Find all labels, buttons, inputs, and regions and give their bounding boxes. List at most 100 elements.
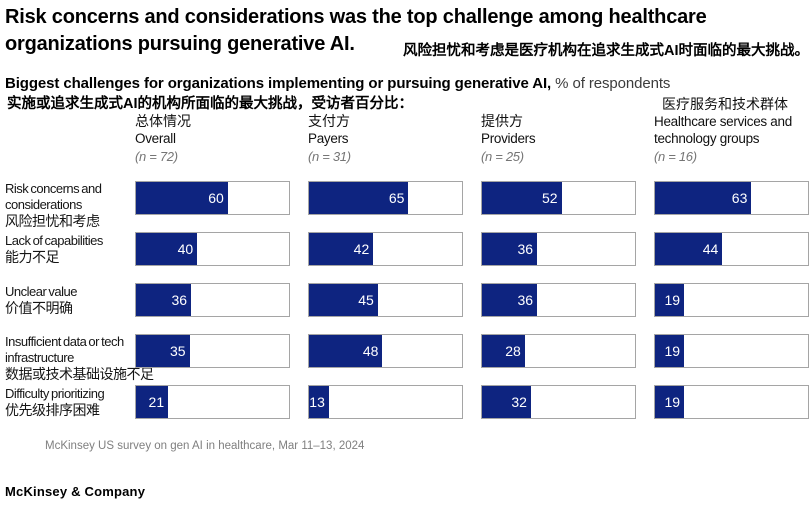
column-header-zh: 提供方	[481, 113, 523, 129]
chart-subtitle-unit: % of respondents	[551, 75, 671, 92]
column-header: 总体情况 Overall (n = 72)	[135, 113, 290, 165]
bar-value-label: 19	[664, 394, 681, 410]
column-header-zh: 支付方	[308, 113, 350, 129]
row-label-en: Insufficient data or tech infrastructure	[5, 334, 124, 365]
bar-value-label: 65	[388, 190, 405, 206]
bar-fill: 19	[655, 284, 685, 316]
bar-fill: 35	[136, 335, 190, 367]
bar-value-label: 28	[505, 343, 521, 359]
bar-value-label: 40	[177, 241, 194, 257]
bar-fill: 60	[136, 182, 228, 214]
bar-value-label: 36	[171, 292, 188, 308]
bar-track: 36	[135, 283, 290, 317]
row-label-zh: 风险担忧和考虑	[5, 213, 100, 229]
bar-value-label: 19	[664, 292, 681, 308]
chart-row: Lack of capabilities 能力不足 40 42 36 44	[5, 232, 810, 266]
row-label: Difficulty prioritizing 优先级排序困难	[5, 386, 135, 419]
bar-value-label: 19	[664, 343, 681, 359]
chart-subtitle-en: Biggest challenges for organizations imp…	[5, 75, 552, 92]
bar-value-label: 32	[511, 394, 527, 410]
bar-track: 32	[481, 385, 636, 419]
bar-track: 60	[135, 181, 290, 215]
bar-value-label: 21	[148, 394, 165, 410]
column-header-en: Payers	[308, 131, 349, 146]
row-label: Unclear value 价值不明确	[5, 284, 135, 317]
mckinsey-logo: McKinsey & Company	[5, 484, 146, 499]
bar-fill: 48	[309, 335, 383, 367]
bar-track: 36	[481, 283, 636, 317]
column-header-n: (n = 16)	[654, 149, 697, 164]
source-note: McKinsey US survey on gen AI in healthca…	[45, 440, 365, 452]
bar-track: 40	[135, 232, 290, 266]
bar-value-label: 36	[517, 241, 534, 257]
row-label-zh: 价值不明确	[5, 299, 73, 316]
bar-value-label: 42	[353, 241, 370, 257]
bar-track: 19	[654, 334, 809, 368]
column-header: 支付方 Payers (n = 31)	[308, 113, 463, 165]
bar-fill: 44	[655, 233, 723, 265]
exhibit-title-en: Risk concerns and considerations was the…	[5, 6, 707, 55]
column-header-n: (n = 25)	[481, 149, 524, 164]
chart-row: Risk concerns and considerations 风险担忧和考虑 6…	[5, 181, 810, 229]
bar-fill: 36	[482, 233, 538, 265]
bar-track: 13	[308, 385, 463, 419]
bar-fill: 36	[482, 284, 538, 316]
bar-track: 36	[481, 232, 636, 266]
bar-fill: 32	[482, 386, 531, 418]
chart-subtitle: Biggest challenges for organizations imp…	[5, 75, 810, 93]
bar-value-label: 44	[702, 241, 719, 257]
bar-track: 65	[308, 181, 463, 215]
column-header-zh: 总体情况	[135, 113, 191, 129]
column-header: 提供方 Providers (n = 25)	[481, 113, 636, 165]
row-label: Risk concerns and considerations 风险担忧和考虑	[5, 181, 135, 230]
bar-track: 35	[135, 334, 290, 368]
bar-fill: 13	[309, 386, 329, 418]
bar-value-label: 45	[358, 292, 374, 308]
exhibit-title: Risk concerns and considerations was the…	[5, 4, 809, 59]
bar-value-label: 13	[309, 394, 325, 410]
chart-row: Insufficient data or tech infrastructure…	[5, 334, 810, 382]
bar-track: 48	[308, 334, 463, 368]
bar-track: 19	[654, 385, 809, 419]
column-header: 医疗服务和技术群体 Healthcare services and technol…	[654, 96, 809, 165]
bar-value-label: 52	[541, 190, 558, 206]
row-label-en: Difficulty prioritizing	[5, 385, 105, 401]
bar-value-label: 63	[731, 190, 748, 206]
bar-track: 44	[654, 232, 809, 266]
bar-value-label: 35	[169, 343, 186, 359]
row-label-en: Lack of capabilities	[5, 232, 103, 248]
bar-value-label: 36	[517, 292, 534, 308]
row-label-zh: 数据或技术基础设施不足	[5, 366, 154, 382]
column-header-n: (n = 72)	[135, 149, 178, 164]
column-headers: 总体情况 Overall (n = 72) 支付方 Payers (n = 31) 提供方 P…	[5, 96, 810, 165]
bar-value-label: 60	[208, 190, 224, 206]
bar-track: 52	[481, 181, 636, 215]
bar-track: 21	[135, 385, 290, 419]
bar-chart: 总体情况 Overall (n = 72) 支付方 Payers (n = 31) 提供方 P…	[5, 96, 810, 419]
column-header-zh: 医疗服务和技术群体	[662, 96, 788, 112]
bar-fill: 52	[482, 182, 562, 214]
row-label-zh: 优先级排序困难	[5, 401, 100, 418]
column-header-n: (n = 31)	[308, 149, 351, 164]
bar-fill: 21	[136, 386, 169, 418]
row-label: Lack of capabilities 能力不足	[5, 233, 135, 266]
bar-track: 28	[481, 334, 636, 368]
column-header-en: Overall	[135, 131, 176, 146]
row-label: Insufficient data or tech infrastructure…	[5, 334, 154, 383]
exhibit-title-zh: 风险担忧和考虑是医疗机构在追求生成式AI时面临的最大挑战。	[403, 43, 809, 59]
row-label-en: Unclear value	[5, 283, 78, 299]
bar-fill: 19	[655, 335, 685, 367]
bar-fill: 65	[309, 182, 409, 214]
bar-fill: 28	[482, 335, 525, 367]
bar-fill: 45	[309, 284, 378, 316]
bar-track: 42	[308, 232, 463, 266]
bar-track: 63	[654, 181, 809, 215]
row-label-zh: 能力不足	[5, 248, 60, 265]
bar-value-label: 48	[362, 343, 379, 359]
bar-track: 45	[308, 283, 463, 317]
chart-subtitle-zh: 实施或追求生成式AI的机构所面临的最大挑战，受访者百分比：	[7, 96, 413, 112]
bar-fill: 42	[309, 233, 374, 265]
bar-track: 19	[654, 283, 809, 317]
row-label-en: Risk concerns and considerations	[5, 181, 102, 212]
